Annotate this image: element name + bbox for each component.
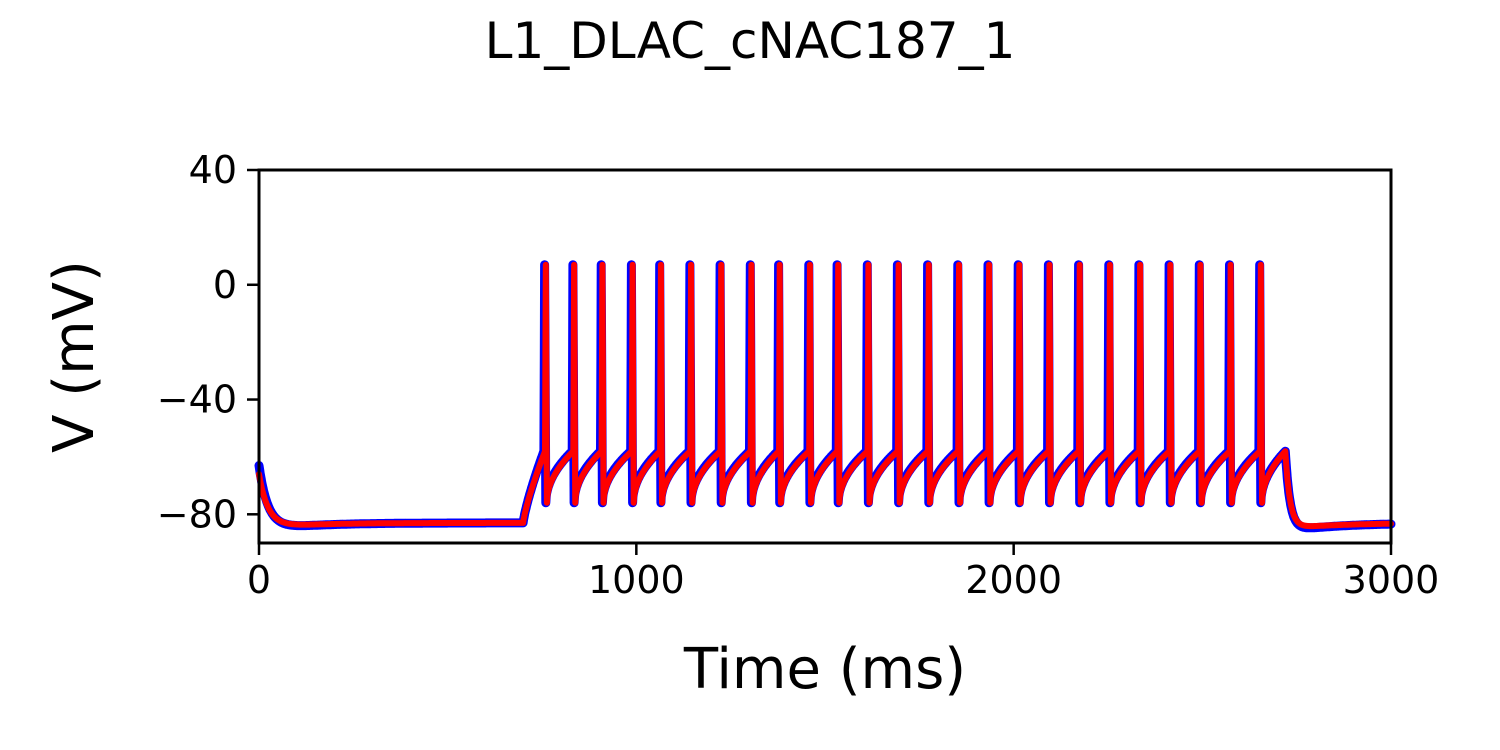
x-tick-label: 2000 [965, 558, 1062, 602]
x-tick-label: 1000 [588, 558, 685, 602]
y-tick-label: −40 [157, 378, 237, 422]
x-axis-ticks: 0 1000 2000 3000 [247, 543, 1439, 602]
series-line-0 [254, 260, 1396, 533]
plot-frame [257, 168, 1393, 545]
series-line-1 [256, 261, 1394, 530]
traces-group [254, 260, 1396, 533]
x-axis-label: Time (ms) [683, 637, 966, 702]
y-tick-label: 40 [189, 148, 237, 192]
y-axis-label: V (mV) [42, 260, 107, 453]
x-tick-label: 0 [247, 558, 271, 602]
chart-title: L1_DLAC_cNAC187_1 [484, 12, 1016, 70]
x-tick-label: 3000 [1343, 558, 1440, 602]
y-tick-label: −80 [157, 492, 237, 536]
y-axis-ticks: −80 −40 0 40 [157, 148, 259, 536]
y-tick-label: 0 [213, 263, 237, 307]
